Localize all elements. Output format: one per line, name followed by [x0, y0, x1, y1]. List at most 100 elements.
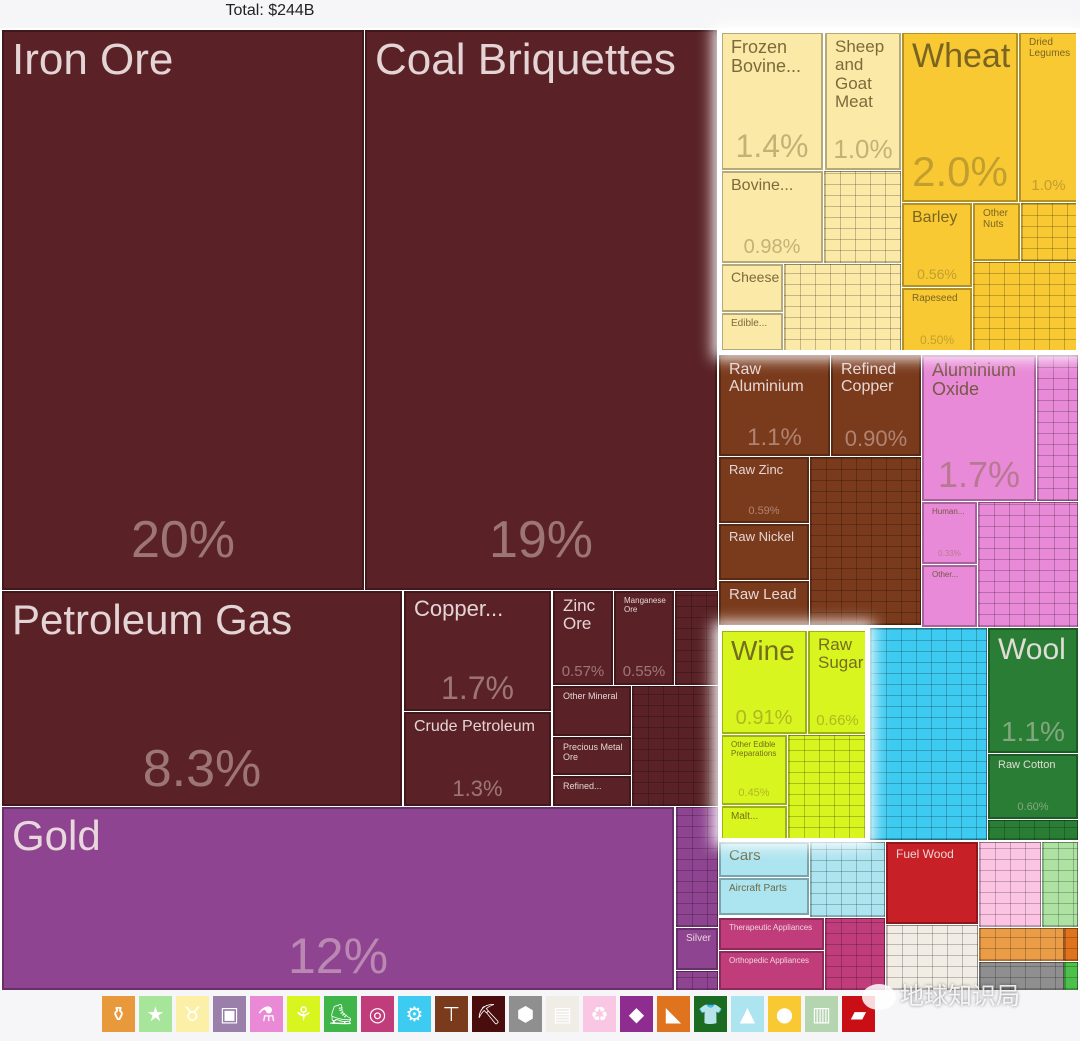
- treemap-tile-dried-legumes[interactable]: Dried Legumes 1.0%: [1019, 32, 1078, 202]
- treemap-tile-other-mineral[interactable]: Other Mineral: [553, 686, 631, 736]
- treemap-minor-tiles[interactable]: [973, 262, 1078, 352]
- treemap-tile-edible[interactable]: Edible...: [721, 313, 783, 351]
- legend-shoe-icon[interactable]: ⛸: [324, 996, 357, 1032]
- treemap-tile-coal-briquettes[interactable]: Coal Briquettes 19%: [365, 30, 717, 590]
- treemap-minor-tiles[interactable]: [788, 735, 867, 840]
- legend-recycle-icon[interactable]: ♻: [583, 996, 616, 1032]
- treemap-tile-barley[interactable]: Barley 0.56%: [902, 203, 972, 287]
- watermark: 地球知识局: [862, 976, 1020, 1011]
- treemap-minor-tiles[interactable]: [1064, 928, 1078, 961]
- tile-label: Wheat: [912, 37, 1011, 75]
- legend-gears-icon[interactable]: ⚙: [398, 996, 431, 1032]
- treemap-tile-wheat[interactable]: Wheat 2.0%: [902, 32, 1018, 202]
- legend-wheat-icon[interactable]: ⚘: [287, 996, 320, 1032]
- treemap-minor-tiles[interactable]: [870, 628, 987, 840]
- tile-share: 0.59%: [748, 505, 780, 517]
- treemap-minor-tiles[interactable]: [632, 686, 718, 806]
- treemap-tile-raw-cotton[interactable]: Raw Cotton 0.60%: [988, 754, 1078, 819]
- treemap-tile-cheese[interactable]: Cheese: [721, 264, 783, 312]
- treemap-tile-manganese-ore[interactable]: Manganese Ore 0.55%: [614, 591, 674, 685]
- legend-flask-icon[interactable]: ⚗: [250, 996, 283, 1032]
- treemap-minor-tiles[interactable]: [784, 264, 901, 352]
- treemap-tile-other-nuts[interactable]: Other Nuts: [973, 203, 1020, 261]
- treemap-tile-silver[interactable]: Silver: [676, 928, 718, 970]
- treemap-tile-frozen-bovine[interactable]: Frozen Bovine... 1.4%: [721, 32, 823, 170]
- treemap-tile-human[interactable]: Human... 0.33%: [922, 502, 977, 564]
- legend-pickaxe-icon[interactable]: ⛏: [472, 996, 505, 1032]
- treemap-minor-tiles[interactable]: [675, 591, 718, 685]
- treemap-tile-gold[interactable]: Gold 12%: [2, 807, 674, 990]
- treemap-tile-other[interactable]: Other...: [922, 565, 977, 627]
- treemap-minor-tiles[interactable]: [1021, 203, 1078, 261]
- legend-food-icon[interactable]: ●: [768, 996, 801, 1032]
- treemap-tile-zinc-ore[interactable]: Zinc Ore 0.57%: [553, 591, 613, 685]
- tile-label: Barley: [912, 209, 958, 226]
- legend-art-icon[interactable]: ▣: [213, 996, 246, 1032]
- treemap-tile-wool[interactable]: Wool 1.1%: [988, 628, 1078, 753]
- treemap-tile-wine[interactable]: Wine 0.91%: [721, 630, 807, 734]
- tile-share: 0.90%: [844, 425, 908, 451]
- treemap-tile-cars[interactable]: Cars: [719, 842, 809, 877]
- legend-box-icon[interactable]: ⬢: [509, 996, 542, 1032]
- treemap-minor-tiles[interactable]: [824, 171, 901, 263]
- treemap-tile-therapeutic-appliances[interactable]: Therapeutic Appliances: [719, 918, 824, 950]
- treemap-minor-tiles[interactable]: [886, 925, 978, 990]
- legend-hide-icon[interactable]: ★: [139, 996, 172, 1032]
- tile-share: 1.1%: [1001, 716, 1065, 747]
- treemap-tile-copper[interactable]: Copper... 1.7%: [404, 591, 551, 711]
- tile-label: Malt...: [731, 811, 759, 822]
- treemap-tile-orthopedic-appliances[interactable]: Orthopedic Appliances: [719, 951, 824, 990]
- legend-anvil-icon[interactable]: ⊤: [435, 996, 468, 1032]
- legend-diamond-icon[interactable]: ◆: [620, 996, 653, 1032]
- legend-gauge-icon[interactable]: ◎: [361, 996, 394, 1032]
- treemap-minor-tiles[interactable]: [1042, 842, 1078, 927]
- treemap-minor-tiles[interactable]: [979, 962, 1064, 990]
- treemap-tile-petroleum-gas[interactable]: Petroleum Gas 8.3%: [2, 591, 402, 806]
- treemap-tile-iron-ore[interactable]: Iron Ore 20%: [2, 30, 364, 590]
- legend-fat-icon[interactable]: ▥: [805, 996, 838, 1032]
- treemap-tile-refined-copper[interactable]: Refined Copper 0.90%: [831, 355, 921, 456]
- treemap-tile-crude-petroleum[interactable]: Crude Petroleum 1.3%: [404, 712, 551, 806]
- treemap-minor-tiles[interactable]: [979, 928, 1064, 961]
- treemap-tile-refined[interactable]: Refined...: [553, 776, 631, 806]
- treemap-tile-aircraft-parts[interactable]: Aircraft Parts: [719, 878, 809, 915]
- treemap-tile-raw-aluminium[interactable]: Raw Aluminium 1.1%: [719, 355, 830, 456]
- tile-label: Raw Lead: [729, 586, 797, 603]
- legend-road-icon[interactable]: ▲: [731, 996, 764, 1032]
- tile-share: 1.7%: [441, 670, 514, 707]
- treemap-tile-raw-lead[interactable]: Raw Lead: [719, 581, 809, 625]
- tile-share: 0.98%: [743, 236, 801, 258]
- tile-share: 12%: [287, 927, 389, 984]
- treemap-minor-tiles[interactable]: [810, 457, 921, 625]
- treemap-minor-tiles[interactable]: [988, 820, 1078, 840]
- treemap-minor-tiles[interactable]: [978, 502, 1078, 627]
- treemap-tile-bovine[interactable]: Bovine... 0.98%: [721, 171, 823, 263]
- tile-label: Wool: [998, 633, 1066, 666]
- treemap-tile-sheep-and-goat-meat[interactable]: Sheep and Goat Meat 1.0%: [825, 32, 901, 170]
- treemap-tile-aluminium-oxide[interactable]: Aluminium Oxide 1.7%: [922, 355, 1036, 501]
- tile-label: Other...: [932, 570, 959, 579]
- treemap-minor-tiles[interactable]: [979, 842, 1041, 927]
- treemap-tile-raw-sugar[interactable]: Raw Sugar 0.66%: [808, 630, 867, 734]
- tile-label: Human...: [932, 507, 965, 516]
- treemap-tile-malt[interactable]: Malt...: [721, 806, 787, 840]
- treemap-minor-tiles[interactable]: [1037, 355, 1078, 501]
- treemap-tile-raw-zinc[interactable]: Raw Zinc 0.59%: [719, 457, 809, 523]
- treemap-minor-tiles[interactable]: [825, 918, 885, 990]
- treemap-tile-fuel-wood[interactable]: Fuel Wood: [886, 842, 978, 924]
- tile-label: Aluminium Oxide: [932, 360, 1017, 400]
- treemap-minor-tiles[interactable]: [810, 842, 885, 917]
- legend-stone-icon[interactable]: ◣: [657, 996, 690, 1032]
- legend-paper-icon[interactable]: ▤: [546, 996, 579, 1032]
- legend-bottle-icon[interactable]: ⚱: [102, 996, 135, 1032]
- treemap-tile-precious-metal-ore[interactable]: Precious Metal Ore: [553, 737, 631, 775]
- treemap-tile-other-edible-preparations[interactable]: Other Edible Preparations 0.45%: [721, 735, 787, 805]
- tile-share: 0.66%: [816, 711, 859, 729]
- treemap-tile-raw-nickel[interactable]: Raw Nickel: [719, 524, 809, 580]
- treemap-minor-tiles[interactable]: [1064, 962, 1078, 990]
- treemap-minor-tiles[interactable]: [676, 807, 718, 927]
- treemap-tile-rapeseed[interactable]: Rapeseed 0.50%: [902, 288, 972, 352]
- legend-animal-icon[interactable]: ♉: [176, 996, 209, 1032]
- treemap-minor-tiles[interactable]: [676, 971, 718, 990]
- legend-shirt-icon[interactable]: 👕: [694, 996, 727, 1032]
